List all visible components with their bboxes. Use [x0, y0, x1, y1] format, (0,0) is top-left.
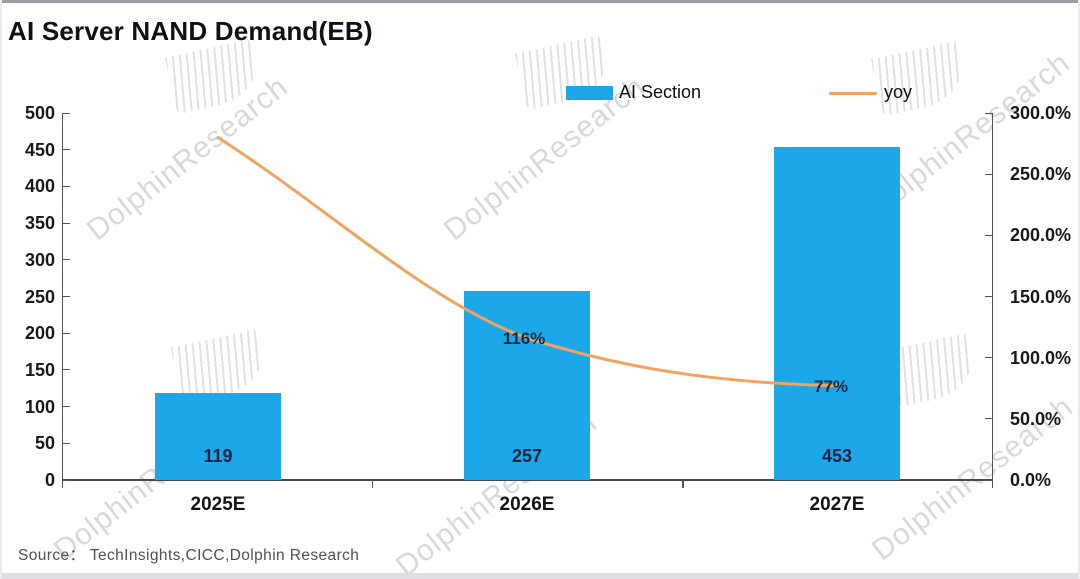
legend-label-ai-section: AI Section: [619, 82, 702, 102]
left-axis-tick-label: 400: [24, 176, 55, 197]
x-axis-line: [62, 479, 993, 481]
axis-tick: [985, 357, 992, 359]
axis-tick: [985, 173, 992, 175]
frame-edge-left: [0, 0, 2, 579]
left-axis-tick-label: 200: [24, 323, 55, 344]
axis-tick: [63, 259, 70, 261]
axis-tick: [63, 222, 70, 224]
axis-tick: [985, 296, 992, 297]
yoy-value-label: 116%: [502, 329, 546, 348]
axis-tick: [985, 418, 992, 420]
left-axis-tick-label: 300: [24, 249, 55, 270]
axis-tick: [63, 479, 70, 481]
right-axis-tick-label: 200.0%: [1010, 225, 1072, 246]
x-axis-label-2027e: 2027E: [809, 494, 865, 515]
axis-tick: [63, 406, 70, 408]
axis-tick: [682, 481, 684, 488]
yoy-value-label: 77%: [813, 377, 849, 396]
left-axis-tick-label: 450: [24, 139, 55, 160]
axis-tick: [985, 479, 992, 481]
bar-2027e: [774, 147, 900, 480]
right-axis-line: [992, 113, 993, 480]
left-axis-tick-label: 500: [24, 103, 55, 123]
frame-edge-top: [0, 0, 1080, 3]
axis-tick: [63, 149, 70, 151]
left-axis-tick-label: 150: [24, 359, 55, 380]
axis-tick: [63, 442, 70, 444]
axis-tick: [63, 185, 70, 187]
left-axis-tick-label: 50: [34, 433, 55, 454]
frame-edge-bottom: [0, 573, 1080, 579]
frame-edge-right: [1078, 0, 1080, 579]
left-axis-tick-label: 350: [24, 213, 55, 234]
source-note: Source： TechInsights,CICC,Dolphin Resear…: [18, 547, 360, 564]
axis-tick: [63, 112, 70, 114]
x-axis-label-2025e: 2025E: [190, 494, 246, 515]
left-axis-tick-label: 250: [24, 286, 55, 307]
axis-tick: [985, 112, 992, 114]
right-axis-tick-label: 0.0%: [1010, 470, 1052, 490]
bar-value-label: 257: [511, 446, 543, 466]
chart-title: AI Server NAND Demand(EB): [8, 16, 373, 46]
left-axis-tick-label: 0: [44, 470, 55, 490]
axis-tick: [62, 480, 63, 488]
right-axis-tick-label: 250.0%: [1010, 164, 1072, 185]
bar-2025e: [155, 392, 281, 480]
right-axis-tick-label: 150.0%: [1010, 286, 1072, 307]
axis-tick: [985, 234, 992, 236]
left-axis-tick-label: 100: [24, 396, 55, 417]
bar-value-label: 453: [821, 446, 853, 466]
watermark-hatch: [870, 41, 968, 117]
right-axis-tick-label: 50.0%: [1010, 408, 1062, 429]
legend-label-yoy: yoy: [884, 82, 913, 102]
right-axis-tick-label: 100.0%: [1010, 347, 1072, 368]
axis-tick: [63, 369, 70, 371]
axis-tick: [63, 296, 70, 297]
x-axis-label-2026e: 2026E: [499, 494, 555, 515]
axis-tick: [371, 481, 374, 488]
axis-tick: [991, 481, 993, 488]
left-axis-line: [62, 113, 63, 488]
right-axis-tick-label: 300.0%: [1010, 103, 1072, 123]
legend-line-swatch-icon: [829, 92, 877, 95]
axis-tick: [63, 332, 70, 334]
legend-bar-swatch-icon: [566, 86, 613, 100]
bar-value-label: 119: [203, 446, 233, 466]
